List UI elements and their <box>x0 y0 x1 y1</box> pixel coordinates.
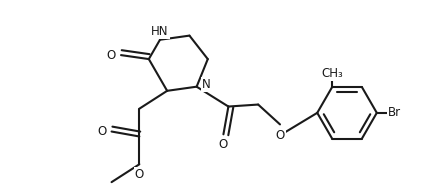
Text: HN: HN <box>151 25 168 38</box>
Text: N: N <box>202 78 210 91</box>
Text: O: O <box>275 129 284 142</box>
Text: Br: Br <box>387 106 400 119</box>
Text: O: O <box>97 125 106 138</box>
Text: CH₃: CH₃ <box>321 67 342 80</box>
Text: O: O <box>135 168 144 181</box>
Text: O: O <box>106 49 115 62</box>
Text: O: O <box>218 138 227 151</box>
